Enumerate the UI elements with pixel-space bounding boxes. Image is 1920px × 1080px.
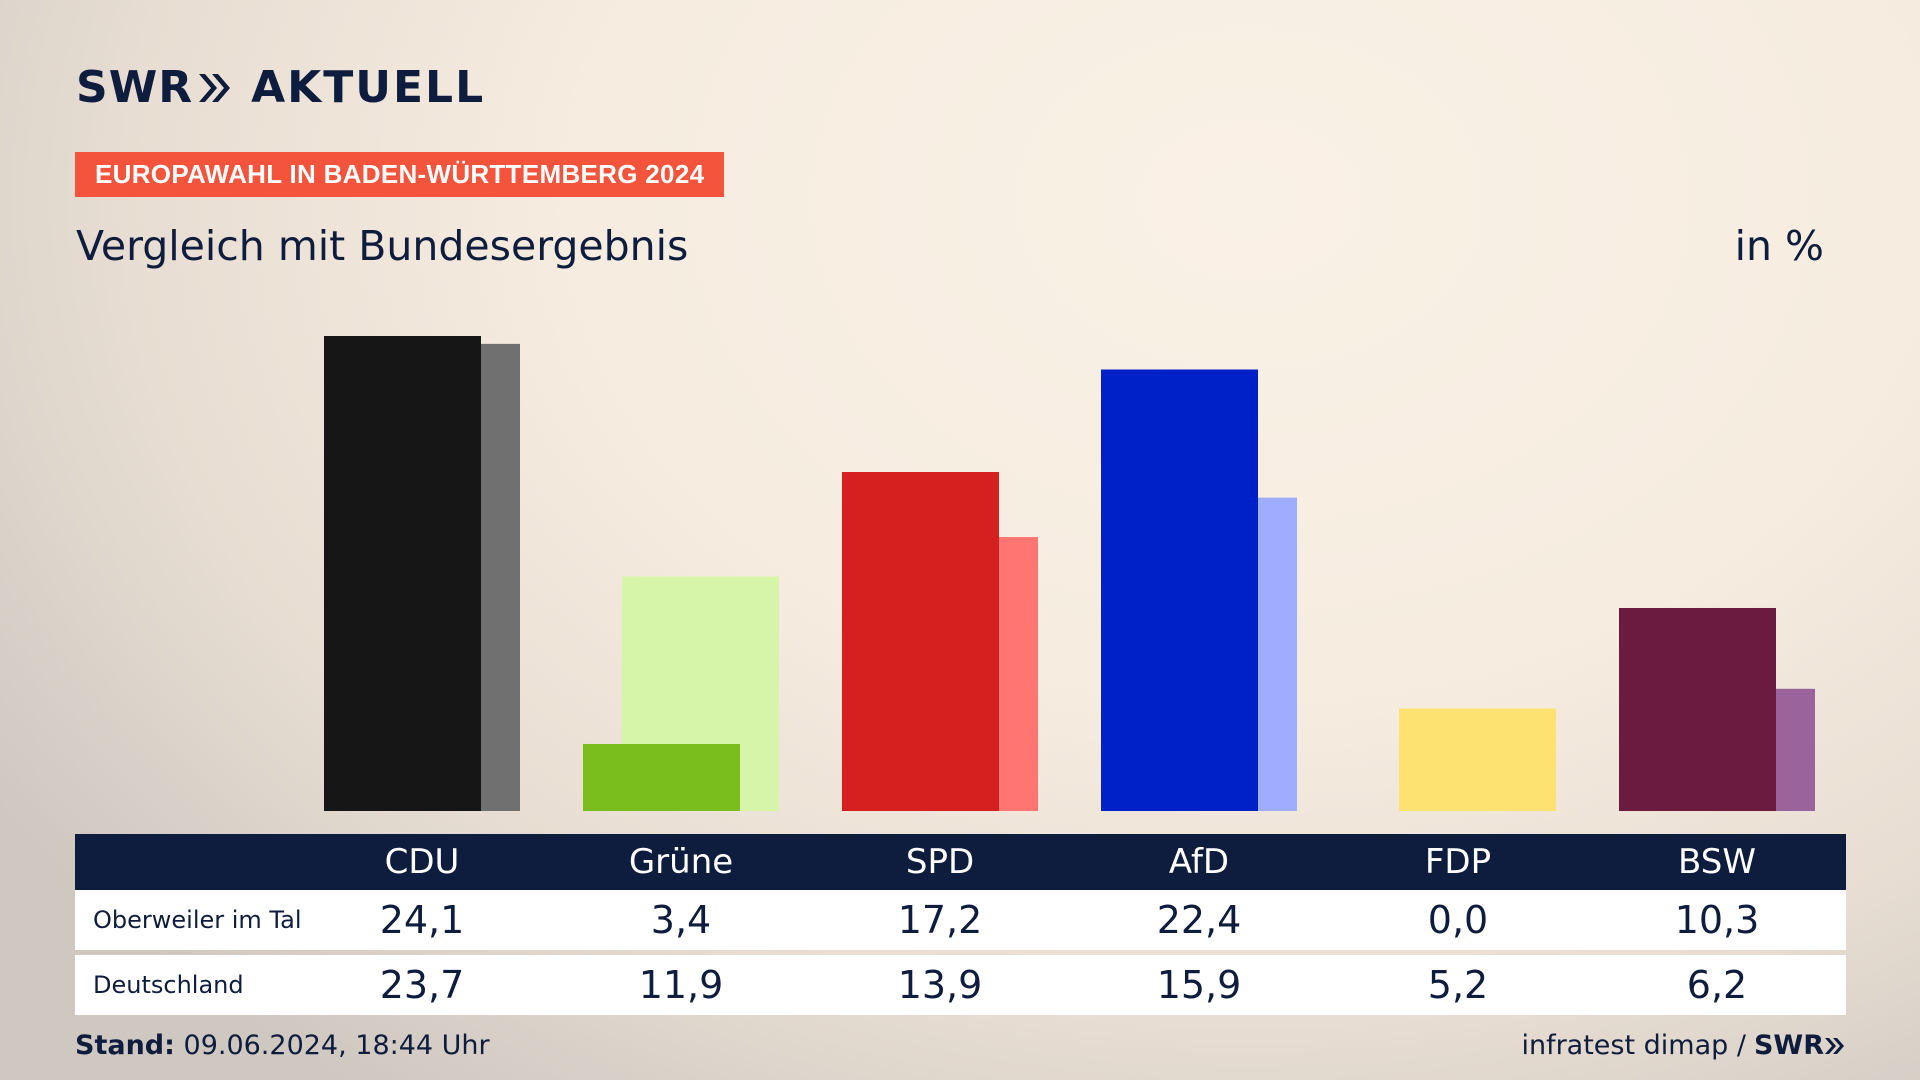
bar-chart: [324, 336, 1815, 811]
stand-value: 09.06.2024, 18:44 Uhr: [183, 1030, 490, 1061]
value-cell-1-2: 13,9: [897, 963, 983, 1007]
value-cell-1-3: 15,9: [1156, 963, 1242, 1007]
value-cell-0-5: 10,3: [1674, 898, 1760, 942]
double-chevron-icon: [1825, 1037, 1844, 1054]
value-cell-0-3: 22,4: [1156, 898, 1242, 942]
source-brand-name: SWR: [1753, 1030, 1824, 1061]
row-label-local: Oberweiler im Tal: [93, 906, 302, 934]
bar-local-0: [324, 336, 481, 811]
table-header: CDU Grüne SPD AfD FDP BSW: [75, 834, 1846, 890]
row-label-national: Deutschland: [93, 971, 244, 999]
value-cell-1-4: 5,2: [1427, 963, 1489, 1007]
chart-subtitle: Vergleich mit Bundesergebnis: [76, 222, 689, 270]
column-header-1: Grüne: [628, 842, 734, 882]
bar-local-3: [1101, 369, 1258, 811]
source-brand: SWR: [1754, 1030, 1846, 1061]
bar-local-5: [1619, 607, 1776, 811]
bar-local-2: [842, 471, 999, 811]
source-credit: infratest dimap / SWR: [1521, 1030, 1846, 1061]
value-cell-1-0: 23,7: [379, 963, 465, 1007]
bar-national-4: [1399, 708, 1556, 811]
value-cell-1-5: 6,2: [1686, 963, 1748, 1007]
column-header-3: AfD: [1168, 842, 1230, 882]
column-header-4: FDP: [1424, 842, 1492, 882]
value-cell-0-1: 3,4: [650, 898, 712, 942]
results-table: CDU Grüne SPD AfD FDP BSW Oberweiler im Tal 2…: [75, 834, 1846, 1015]
brand-name: SWR: [76, 62, 194, 113]
bar-local-1: [583, 743, 740, 811]
column-header-5: BSW: [1678, 842, 1756, 882]
election-badge: EUROPAWAHL IN BADEN-WÜRTTEMBERG 2024: [75, 152, 725, 197]
brand-product: AKTUELL: [251, 62, 486, 113]
column-header-0: CDU: [384, 842, 460, 882]
table-row-local: Oberweiler im Tal 24,1 3,4 17,2 22,4 0,0 10,3: [75, 890, 1846, 950]
table-row-national: Deutschland 23,7 11,9 13,9 15,9 5,2 6,2: [75, 955, 1846, 1015]
source-text: infratest dimap /: [1521, 1030, 1746, 1061]
double-chevron-icon: [199, 73, 231, 102]
value-cell-0-0: 24,1: [379, 898, 465, 942]
column-header-2: SPD: [905, 842, 975, 882]
unit-label: in %: [1734, 222, 1824, 270]
value-cell-0-2: 17,2: [897, 898, 983, 942]
stand-label: Stand:: [75, 1030, 175, 1061]
timestamp: Stand: 09.06.2024, 18:44 Uhr: [75, 1030, 490, 1061]
value-cell-0-4: 0,0: [1427, 898, 1489, 942]
swr-aktuell-logo: SWR AKTUELL: [76, 62, 485, 113]
value-cell-1-1: 11,9: [638, 963, 724, 1007]
